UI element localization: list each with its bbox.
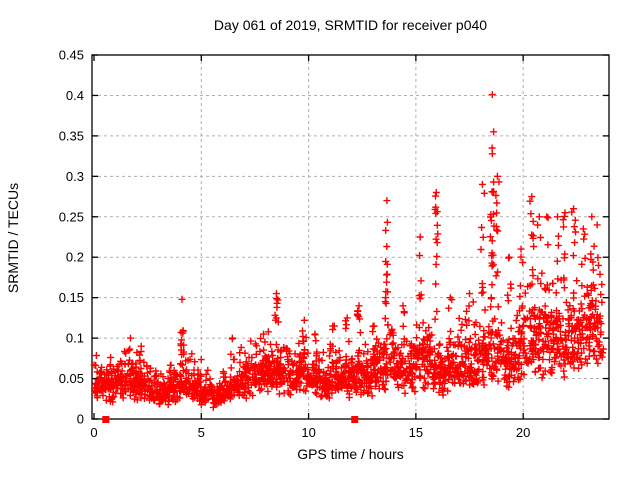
zero-square-marker bbox=[102, 416, 110, 423]
x-axis-title: GPS time / hours bbox=[297, 446, 404, 462]
x-tick-label: 20 bbox=[516, 425, 530, 440]
y-tick-label: 0.45 bbox=[59, 48, 84, 63]
y-tick-label: 0 bbox=[77, 412, 84, 427]
y-tick-label: 0.35 bbox=[59, 128, 84, 143]
x-tick-label: 10 bbox=[301, 425, 315, 440]
y-tick-label: 0.3 bbox=[66, 169, 84, 184]
y-tick-label: 0.15 bbox=[59, 290, 84, 305]
y-tick-label: 0.05 bbox=[59, 371, 84, 386]
zero-square-marker bbox=[351, 416, 359, 423]
y-tick-label: 0.25 bbox=[59, 209, 84, 224]
scatter-points bbox=[90, 91, 607, 411]
x-tick-label: 0 bbox=[90, 425, 97, 440]
x-tick-label: 15 bbox=[409, 425, 423, 440]
chart-title: Day 061 of 2019, SRMTID for receiver p04… bbox=[213, 17, 488, 33]
y-tick-label: 0.1 bbox=[66, 331, 84, 346]
plot-frame bbox=[91, 54, 610, 420]
y-tick-label: 0.4 bbox=[66, 88, 84, 103]
y-tick-label: 0.2 bbox=[66, 250, 84, 265]
x-tick-label: 5 bbox=[198, 425, 205, 440]
